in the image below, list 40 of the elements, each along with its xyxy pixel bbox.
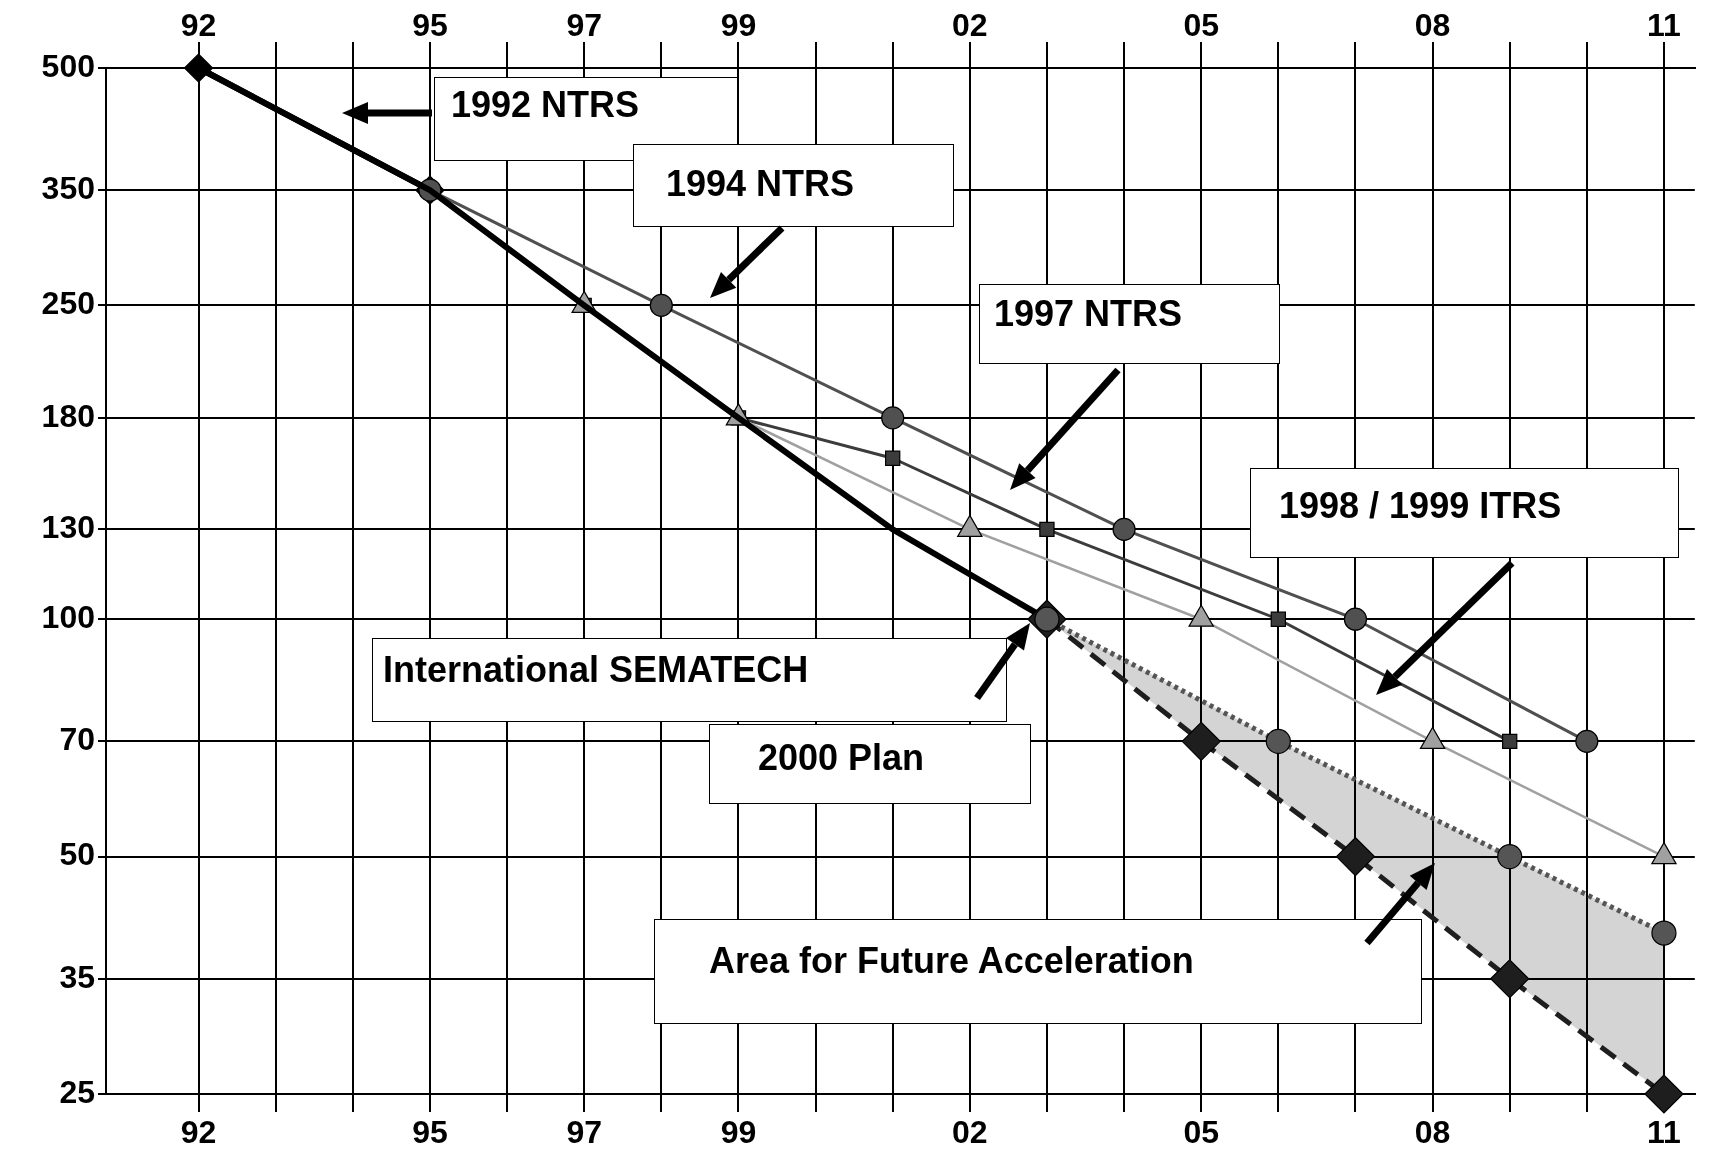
x-tick-label: 05 <box>1183 1114 1219 1151</box>
annotation: 2000 Plan <box>758 737 925 779</box>
y-tick-label: 350 <box>41 169 95 206</box>
text-box: Area for Future Acceleration <box>654 919 1422 1024</box>
y-tick-label: 25 <box>59 1073 95 1110</box>
x-tick-label: 97 <box>566 1114 602 1151</box>
y-tick-label: 70 <box>59 721 95 758</box>
annotation: 1998 / 1999 ITRS <box>1279 485 1562 527</box>
annotation: International SEMATECH <box>383 649 809 691</box>
y-tick-label: 35 <box>59 958 95 995</box>
x-tick-label: 08 <box>1414 1114 1451 1151</box>
x-tick-label: 02 <box>952 1114 988 1151</box>
x2-tick-label: 99 <box>720 6 757 43</box>
x2-tick-label: 11 <box>1647 6 1681 43</box>
y-tick-label: 100 <box>41 599 95 636</box>
text-box: 1997 NTRS <box>979 284 1280 364</box>
annotation: 1994 NTRS <box>666 163 855 205</box>
text-box: International SEMATECH <box>372 638 1007 722</box>
x2-tick-label: 05 <box>1183 6 1219 43</box>
text-box: 1994 NTRS <box>633 144 954 227</box>
annotation: 1992 NTRS <box>451 84 640 126</box>
x2-tick-label: 02 <box>952 6 988 43</box>
y-tick-label: 500 <box>41 47 95 84</box>
x2-tick-label: 92 <box>180 6 217 43</box>
x-tick-label: 11 <box>1647 1114 1681 1151</box>
y-tick-label: 130 <box>41 509 95 546</box>
text-box: 1992 NTRS <box>434 77 738 161</box>
text-box: 2000 Plan <box>709 724 1031 804</box>
x2-tick-label: 95 <box>412 6 448 43</box>
x-tick-label: 92 <box>180 1114 217 1151</box>
x-tick-label: 95 <box>412 1114 448 1151</box>
y-tick-label: 50 <box>59 836 95 873</box>
x2-tick-label: 08 <box>1414 6 1451 43</box>
text-box: 1998 / 1999 ITRS <box>1250 468 1679 558</box>
annotation: 1997 NTRS <box>994 293 1183 335</box>
y-tick-label: 250 <box>41 285 95 322</box>
y-tick-label: 180 <box>41 397 95 434</box>
annotation: Area for Future Acceleration <box>709 940 1194 982</box>
x-tick-label: 99 <box>720 1114 757 1151</box>
x2-tick-label: 97 <box>566 6 602 43</box>
